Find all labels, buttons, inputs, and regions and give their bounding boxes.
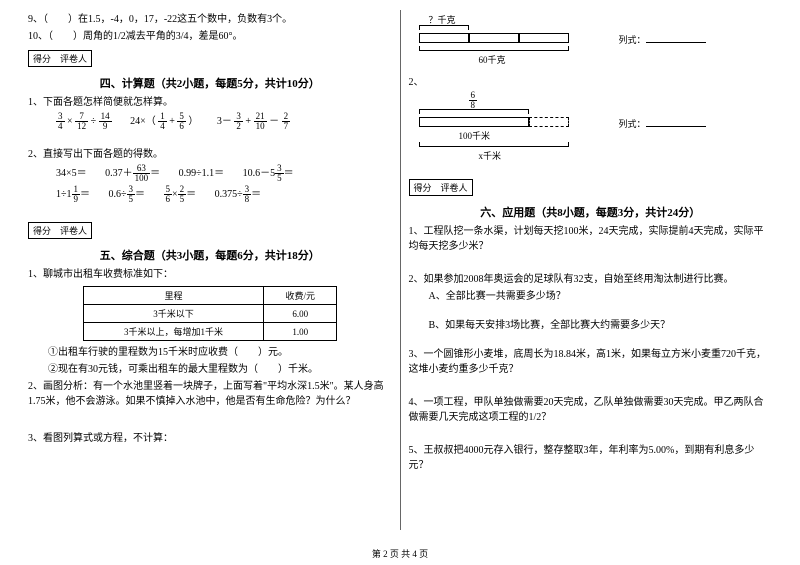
sec4-expressions: 34 × 712 ÷ 149 24×（ 14 + 56 ） 3－ 32 + 21… xyxy=(28,112,392,131)
sec4-q2: 2、直接写出下面各题的得数。 xyxy=(28,147,392,162)
d1-box2 xyxy=(469,33,519,43)
sec6-q2: 2、如果参加2008年奥运会的足球队有32支，自始至终用淘汰制进行比赛。 xyxy=(409,272,773,287)
sec5-sub2: ②现在有30元钱，可乘出租车的最大里程数为（ ）千米。 xyxy=(28,362,392,377)
sec6-q3: 3、一个圆锥形小麦堆，底周长为18.84米，高1米，如果每立方米小麦重720千克… xyxy=(409,347,773,377)
sec5-q2: 2、画图分析：有一个水池里竖着一块牌子，上面写着"平均水深1.5米"。某人身高1… xyxy=(28,379,392,409)
section-4-header: 得分 评卷人 xyxy=(28,46,392,71)
expr-a: 34 × 712 ÷ 149 xyxy=(56,112,112,131)
worksheet-page: 9、（ ）在1.5，-4，0，17，-22这五个数中，负数有3个。 10、（ ）… xyxy=(0,0,800,540)
r1b: 0.37＋63100＝ xyxy=(105,164,160,183)
fee-h1: 里程 xyxy=(83,287,264,305)
expr-b: 24×（ 14 + 56 ） xyxy=(130,112,198,131)
d1-bot-label: 60千克 xyxy=(479,53,506,66)
question-10: 10、（ ）周角的1/2减去平角的3/4，差是60°。 xyxy=(28,29,392,44)
expr-c: 3－ 32 + 2110 － 27 xyxy=(217,112,290,131)
fee-r1c2: 6.00 xyxy=(264,305,337,323)
r2d: 0.375÷38＝ xyxy=(215,185,262,204)
sec4-row2: 1÷119＝ 0.6÷35＝ 56×25＝ 0.375÷38＝ xyxy=(28,185,392,204)
sec5-q3: 3、看图列算式或方程，不计算： xyxy=(28,431,392,446)
fee-r2c1: 3千米以上，每增加1千米 xyxy=(83,323,264,341)
section-5-title: 五、综合题（共3小题，每题6分，共计18分） xyxy=(28,247,392,263)
r2c: 56×25＝ xyxy=(164,185,197,204)
r1d: 10.6－535＝ xyxy=(243,164,294,183)
score-box-6: 得分 评卷人 xyxy=(409,179,473,196)
sec6-q2a: A、全部比赛一共需要多少场？ xyxy=(409,289,773,304)
diagram-2: 68 100千米 x千米 列式： xyxy=(419,95,773,165)
page-footer: 第 2 页 共 4 页 xyxy=(0,547,800,560)
score-box-5: 得分 评卷人 xyxy=(28,222,92,239)
r2a: 1÷119＝ xyxy=(56,185,90,204)
d2-box1 xyxy=(419,117,529,127)
diagram-1: ？千克 60千克 列式： xyxy=(419,15,773,65)
d1-bot-brace xyxy=(419,45,569,51)
r1a: 34×5＝ xyxy=(56,166,87,181)
d2-mark: 2、 xyxy=(409,75,773,90)
sec4-q1: 1、下面各题怎样简便就怎样算。 xyxy=(28,95,392,110)
d2-top-brace xyxy=(419,109,529,115)
score-box: 得分 评卷人 xyxy=(28,50,92,67)
fee-r1c1: 3千米以下 xyxy=(83,305,264,323)
fee-table: 里程收费/元 3千米以下6.00 3千米以上，每增加1千米1.00 xyxy=(83,286,337,341)
d2-bot-label: x千米 xyxy=(479,149,502,162)
d1-expr: 列式： xyxy=(619,33,706,46)
r1c: 0.99÷1.1＝ xyxy=(179,166,225,181)
d1-box1 xyxy=(419,33,469,43)
sec6-q5: 5、王叔叔把4000元存入银行，整存整取3年，年利率为5.00%，到期有利息多少… xyxy=(409,443,773,473)
r2b: 0.6÷35＝ xyxy=(109,185,146,204)
question-9: 9、（ ）在1.5，-4，0，17，-22这五个数中，负数有3个。 xyxy=(28,12,392,27)
left-column: 9、（ ）在1.5，-4，0，17，-22这五个数中，负数有3个。 10、（ ）… xyxy=(20,10,401,530)
d1-box3 xyxy=(519,33,569,43)
sec6-q2b: B、如果每天安排3场比赛，全部比赛大约需要多少天？ xyxy=(409,318,773,333)
d1-top-brace xyxy=(419,25,469,31)
sec6-q4: 4、一项工程，甲队单独做需要20天完成，乙队单独做需要30天完成。甲乙两队合做需… xyxy=(409,395,773,425)
sec4-row1: 34×5＝ 0.37＋63100＝ 0.99÷1.1＝ 10.6－535＝ xyxy=(28,164,392,183)
section-6-title: 六、应用题（共8小题，每题3分，共计24分） xyxy=(409,204,773,220)
section-5-header: 得分 评卷人 xyxy=(28,218,392,243)
section-6-header: 得分 评卷人 xyxy=(409,175,773,200)
d2-box2 xyxy=(529,117,569,127)
sec5-sub1: ①出租车行驶的里程数为15千米时应收费（ ）元。 xyxy=(28,345,392,360)
fee-r2c2: 1.00 xyxy=(264,323,337,341)
fee-h2: 收费/元 xyxy=(264,287,337,305)
sec6-q1: 1、工程队挖一条水渠，计划每天挖100米，24天完成，实际提前4天完成，实际平均… xyxy=(409,224,773,254)
right-column: ？千克 60千克 列式： 2、 68 100千米 x千米 列式： 得分 评卷人 … xyxy=(401,10,781,530)
section-4-title: 四、计算题（共2小题，每题5分，共计10分） xyxy=(28,75,392,91)
d2-expr: 列式： xyxy=(619,117,706,130)
d2-frac: 68 xyxy=(469,91,478,110)
d2-bot-brace xyxy=(419,141,569,147)
sec5-q1: 1、聊城市出租车收费标准如下： xyxy=(28,267,392,282)
